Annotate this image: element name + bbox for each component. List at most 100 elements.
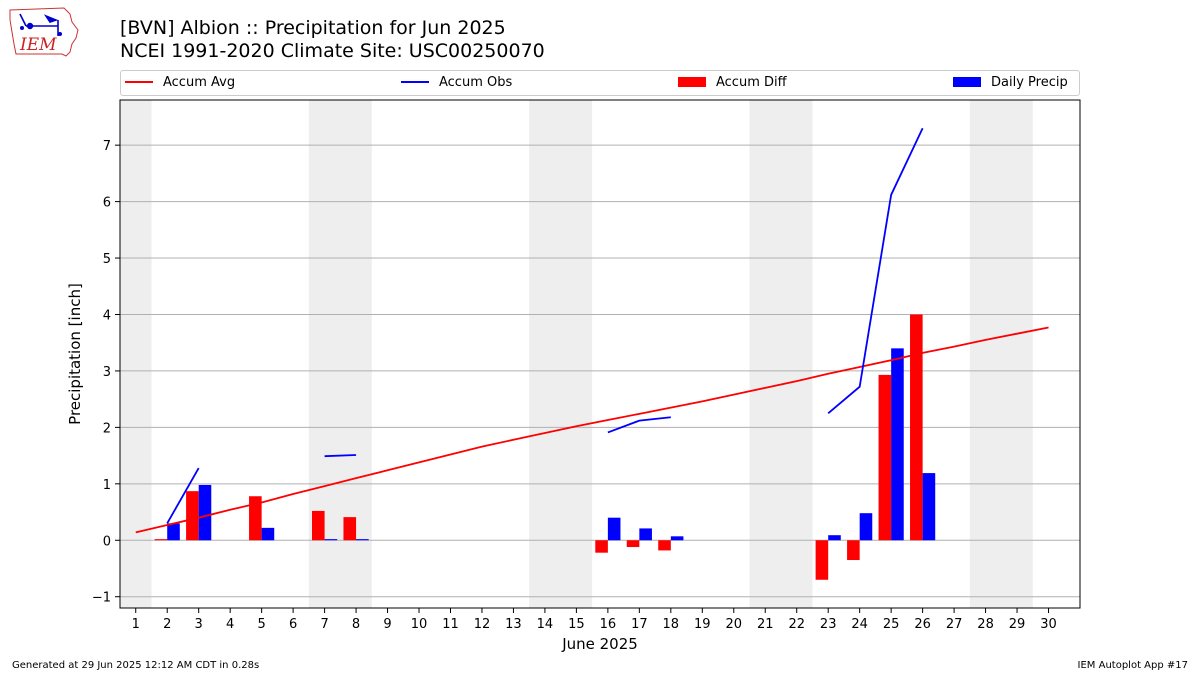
accum-diff-bar-day-7 xyxy=(312,510,325,541)
x-tick-label-18: 18 xyxy=(663,617,680,632)
daily-precip-bar-day-18 xyxy=(670,536,684,541)
daily-precip-bar-day-23 xyxy=(828,535,841,541)
footer-generated-text: Generated at 29 Jun 2025 12:12 AM CDT in… xyxy=(12,660,260,671)
x-tick-label-6: 6 xyxy=(289,617,297,632)
chart-title-line1: [BVN] Albion :: Precipitation for Jun 20… xyxy=(120,17,506,39)
x-tick-label-28: 28 xyxy=(977,617,994,632)
x-tick-label-5: 5 xyxy=(257,617,265,632)
x-tick-label-14: 14 xyxy=(537,617,554,632)
y-tick-label-7: 7 xyxy=(103,139,111,154)
legend-label-daily-precip: Daily Precip xyxy=(991,75,1068,90)
daily-precip-bar-day-26 xyxy=(922,473,936,541)
legend-item-accum-avg: Accum Avg xyxy=(125,74,235,92)
weather-station-icon xyxy=(19,13,62,36)
iem-logo: IEM xyxy=(9,7,79,57)
accum-diff-bar-day-23 xyxy=(815,540,829,580)
chart-title-line2: NCEI 1991-2020 Climate Site: USC00250070 xyxy=(120,40,545,62)
logo-text: IEM xyxy=(19,35,57,55)
weekend-shading xyxy=(120,100,1033,608)
legend-swatch-daily-precip xyxy=(953,76,981,87)
accum-diff-bar-day-3 xyxy=(186,491,199,541)
y-tick-label-4: 4 xyxy=(103,308,111,323)
daily-precip-bar-day-25 xyxy=(891,348,904,541)
iowa-state-outline xyxy=(9,7,79,57)
x-tick-label-19: 19 xyxy=(694,617,711,632)
daily-precip-bar-day-2 xyxy=(167,523,180,541)
x-tick-label-7: 7 xyxy=(320,617,328,632)
daily-precip-bar-day-16 xyxy=(607,517,621,541)
plot-area-frame xyxy=(119,99,1081,609)
legend-item-accum-obs: Accum Obs xyxy=(401,74,512,92)
legend-label-accum-diff: Accum Diff xyxy=(716,75,787,90)
x-tick-label-2: 2 xyxy=(163,617,171,632)
accum-diff-bar-day-26 xyxy=(910,314,923,541)
legend-swatch-accum-diff xyxy=(678,76,706,87)
daily-precip-bar-day-24 xyxy=(859,513,873,541)
x-tick-label-29: 29 xyxy=(1009,617,1026,632)
accum-diff-bar-day-25 xyxy=(878,374,892,541)
accum-diff-bar-day-18 xyxy=(658,540,671,551)
y-tick-label-3: 3 xyxy=(103,365,111,380)
x-tick-label-17: 17 xyxy=(631,617,648,632)
legend-label-accum-avg: Accum Avg xyxy=(163,75,236,90)
y-tick-label--1: −1 xyxy=(92,591,111,606)
weekend-shade-4 xyxy=(969,100,1033,608)
x-tick-label-8: 8 xyxy=(352,617,360,632)
x-tick-label-27: 27 xyxy=(946,617,963,632)
y-axis-label: Precipitation [inch] xyxy=(66,283,84,425)
x-tick-label-22: 22 xyxy=(788,617,805,632)
legend-swatch-accum-avg xyxy=(125,80,153,83)
x-tick-label-1: 1 xyxy=(132,617,140,632)
legend-item-daily-precip: Daily Precip xyxy=(953,74,1068,92)
x-tick-label-21: 21 xyxy=(757,617,774,632)
x-tick-label-30: 30 xyxy=(1040,617,1057,632)
x-axis-label: June 2025 xyxy=(561,635,638,653)
accum-obs-segment-3 xyxy=(827,127,924,414)
x-tick-label-25: 25 xyxy=(883,617,900,632)
y-tick-label-6: 6 xyxy=(103,196,111,211)
footer-app-text: IEM Autoplot App #17 xyxy=(1077,660,1188,671)
accum-avg-polyline xyxy=(135,326,1049,534)
legend-label-accum-obs: Accum Obs xyxy=(439,75,513,90)
x-tick-label-16: 16 xyxy=(600,617,617,632)
legend-item-accum-diff: Accum Diff xyxy=(678,74,787,92)
daily-precip-bar-day-5 xyxy=(261,527,275,541)
accum-obs-segment-1 xyxy=(324,454,357,458)
daily-precip-bar-day-7 xyxy=(324,539,338,541)
y-tick-label-0: 0 xyxy=(103,534,111,549)
x-tick-label-4: 4 xyxy=(226,617,234,632)
accum-diff-bar-day-2 xyxy=(154,539,168,541)
legend-swatch-accum-obs xyxy=(401,80,429,83)
accum-obs-segment-2 xyxy=(607,416,671,434)
x-tick-label-3: 3 xyxy=(195,617,203,632)
x-tick-label-20: 20 xyxy=(725,617,742,632)
accum-avg-line xyxy=(135,326,1049,534)
x-tick-label-11: 11 xyxy=(442,617,459,632)
accum-obs-lines xyxy=(166,127,924,524)
weekend-shade-0 xyxy=(120,100,152,608)
daily-precip-bar-day-3 xyxy=(198,484,212,541)
weekend-shade-3 xyxy=(749,100,813,608)
y-tick-label-1: 1 xyxy=(103,478,111,493)
accum-diff-bars xyxy=(154,314,923,580)
y-tick-label-2: 2 xyxy=(103,421,111,436)
x-axis-ticks: 1 2 3 4 5 6 7 8 9 10 11 12 13 14 15 16 17 18 19 20 21 22 23 24 2… xyxy=(132,608,1057,632)
chart-legend: Accum Avg Accum Obs Accum Diff Daily Pre… xyxy=(120,70,1080,96)
accum-diff-bar-day-17 xyxy=(626,540,640,548)
x-tick-label-26: 26 xyxy=(914,617,931,632)
x-tick-label-12: 12 xyxy=(474,617,491,632)
weekend-shade-2 xyxy=(529,100,593,608)
x-tick-label-24: 24 xyxy=(851,617,868,632)
accum-diff-bar-day-5 xyxy=(249,496,262,541)
daily-precip-bar-day-17 xyxy=(639,528,652,541)
daily-precip-bars xyxy=(167,348,936,541)
x-tick-label-23: 23 xyxy=(820,617,837,632)
y-axis-ticks: −1 0 1 2 3 4 5 6 7 xyxy=(92,139,120,606)
accum-diff-bar-day-24 xyxy=(847,540,860,561)
x-tick-label-10: 10 xyxy=(411,617,428,632)
accum-diff-bar-day-16 xyxy=(595,540,608,553)
daily-precip-bar-day-8 xyxy=(356,539,369,541)
accum-obs-segment-0 xyxy=(166,467,200,524)
x-tick-label-13: 13 xyxy=(505,617,522,632)
